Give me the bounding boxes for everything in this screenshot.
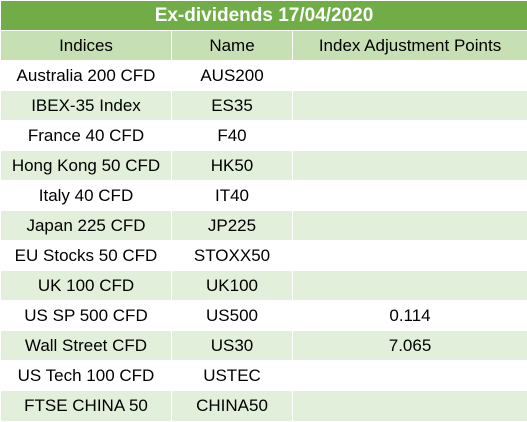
cell-name: IT40 <box>172 181 293 211</box>
cell-points <box>293 61 527 91</box>
table-title: Ex-dividends 17/04/2020 <box>1 1 527 31</box>
cell-points <box>293 181 527 211</box>
cell-index: Italy 40 CFD <box>1 181 172 211</box>
cell-points <box>293 391 527 422</box>
cell-points <box>293 241 527 271</box>
cell-index: US Tech 100 CFD <box>1 361 172 391</box>
cell-name: HK50 <box>172 151 293 181</box>
header-row: Indices Name Index Adjustment Points <box>1 31 527 61</box>
cell-name: US500 <box>172 301 293 331</box>
cell-index: Australia 200 CFD <box>1 61 172 91</box>
cell-points <box>293 91 527 121</box>
table-row: Australia 200 CFD AUS200 <box>1 61 527 91</box>
table-row: France 40 CFD F40 <box>1 121 527 151</box>
cell-name: CHINA50 <box>172 391 293 422</box>
title-row: Ex-dividends 17/04/2020 <box>1 1 527 31</box>
table-row: US Tech 100 CFD USTEC <box>1 361 527 391</box>
cell-index: UK 100 CFD <box>1 271 172 301</box>
cell-name: ES35 <box>172 91 293 121</box>
cell-name: AUS200 <box>172 61 293 91</box>
cell-index: IBEX-35 Index <box>1 91 172 121</box>
cell-name: F40 <box>172 121 293 151</box>
cell-index: US SP 500 CFD <box>1 301 172 331</box>
cell-name: US30 <box>172 331 293 361</box>
cell-index: Japan 225 CFD <box>1 211 172 241</box>
cell-points: 7.065 <box>293 331 527 361</box>
cell-points <box>293 151 527 181</box>
header-name: Name <box>172 31 293 61</box>
cell-name: STOXX50 <box>172 241 293 271</box>
cell-index: France 40 CFD <box>1 121 172 151</box>
cell-name: JP225 <box>172 211 293 241</box>
table-row: Hong Kong 50 CFD HK50 <box>1 151 527 181</box>
cell-name: UK100 <box>172 271 293 301</box>
header-points: Index Adjustment Points <box>293 31 527 61</box>
header-indices: Indices <box>1 31 172 61</box>
cell-index: EU Stocks 50 CFD <box>1 241 172 271</box>
cell-points <box>293 211 527 241</box>
table-row: FTSE CHINA 50 CHINA50 <box>1 391 527 422</box>
cell-points <box>293 121 527 151</box>
cell-index: FTSE CHINA 50 <box>1 391 172 422</box>
table-row: EU Stocks 50 CFD STOXX50 <box>1 241 527 271</box>
table-row: Italy 40 CFD IT40 <box>1 181 527 211</box>
cell-points: 0.114 <box>293 301 527 331</box>
cell-points <box>293 271 527 301</box>
table-row: US SP 500 CFD US500 0.114 <box>1 301 527 331</box>
cell-index: Wall Street CFD <box>1 331 172 361</box>
table-row: UK 100 CFD UK100 <box>1 271 527 301</box>
table-row: Wall Street CFD US30 7.065 <box>1 331 527 361</box>
cell-points <box>293 361 527 391</box>
cell-name: USTEC <box>172 361 293 391</box>
table-row: IBEX-35 Index ES35 <box>1 91 527 121</box>
cell-index: Hong Kong 50 CFD <box>1 151 172 181</box>
table-row: Japan 225 CFD JP225 <box>1 211 527 241</box>
